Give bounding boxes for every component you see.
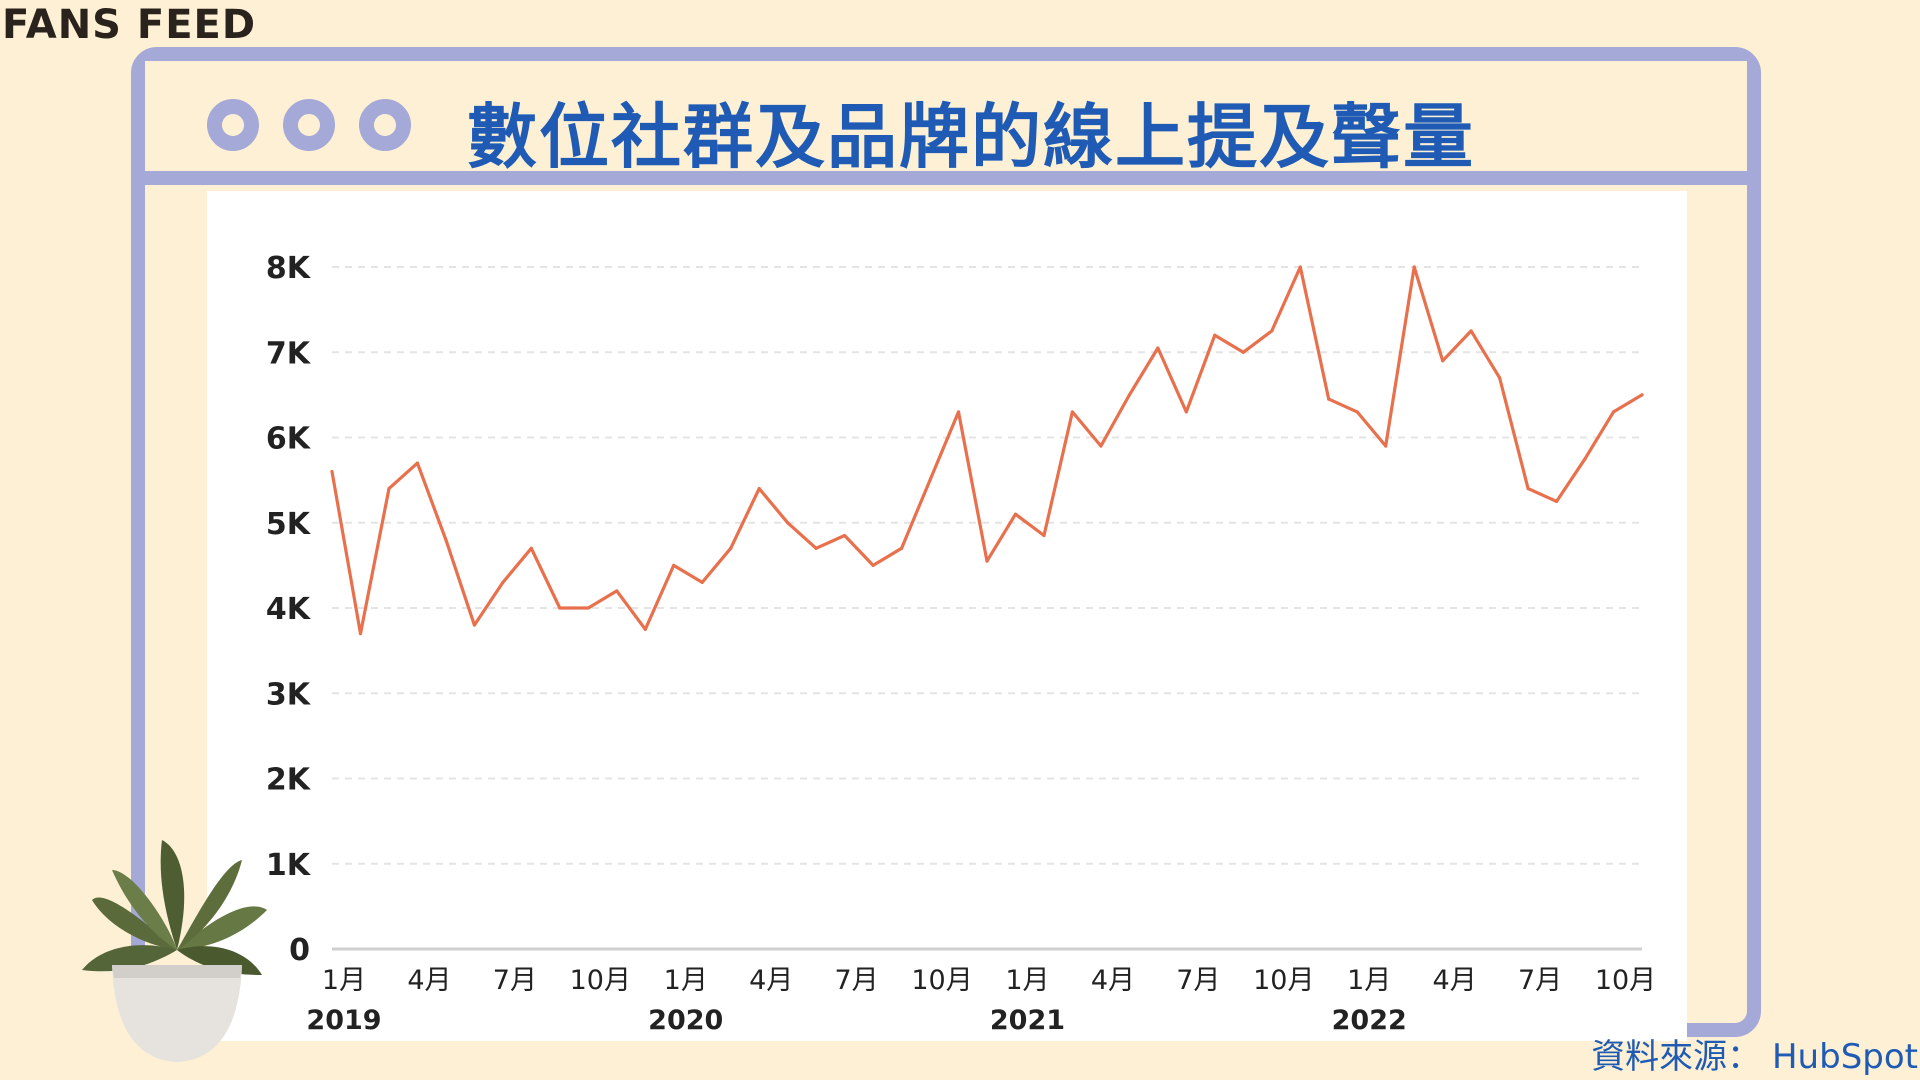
y-tick-label: 3K — [266, 677, 312, 712]
x-tick-label: 4月 — [407, 965, 451, 996]
y-tick-label: 4K — [266, 592, 312, 627]
data-point — [786, 521, 790, 525]
data-point — [472, 623, 476, 627]
y-tick-label: 2K — [266, 763, 312, 798]
data-point — [501, 580, 505, 585]
y-tick-label: 7K — [266, 336, 312, 371]
data-point — [1184, 410, 1188, 414]
x-tick-label: 1月 — [664, 965, 708, 996]
x-tick-label: 10月 — [911, 965, 972, 996]
data-point — [529, 546, 533, 550]
window-dot-icon — [359, 99, 411, 151]
data-point — [586, 606, 590, 610]
x-tick-label: 7月 — [1518, 965, 1562, 996]
x-year-label: 2019 — [306, 1005, 381, 1036]
data-point — [1412, 265, 1416, 269]
brand-logo: FANS FEED — [2, 2, 257, 48]
x-year-label: 2021 — [990, 1005, 1065, 1036]
y-tick-label: 6K — [266, 422, 312, 457]
data-point — [1127, 393, 1131, 397]
chart-panel: 0 1K 2K 3K 4K 5K 6K 7K 8K 1月 4月 7月 10月 2019 1月 4月 7月 10月 2… — [207, 191, 1687, 1041]
data-point — [1498, 376, 1502, 380]
data-point — [700, 580, 704, 585]
data-point — [1327, 397, 1331, 401]
data-point — [871, 563, 875, 567]
x-tick-label: 10月 — [1253, 965, 1314, 996]
data-point — [615, 589, 619, 593]
data-point — [956, 410, 961, 414]
x-year-label: 2020 — [648, 1005, 723, 1036]
data-point — [387, 487, 391, 491]
x-tick-label: 1月 — [322, 965, 366, 996]
data-point — [1156, 346, 1160, 350]
data-point — [814, 546, 818, 550]
window-dot-icon — [207, 99, 259, 151]
y-tick-label: 5K — [266, 507, 312, 542]
data-point — [1554, 499, 1559, 504]
window-dots — [207, 99, 411, 151]
data-point — [729, 546, 733, 550]
data-point — [1099, 444, 1103, 448]
data-point — [1640, 393, 1644, 397]
data-point — [757, 487, 761, 491]
data-point — [330, 470, 334, 474]
plant-pot-icon — [82, 840, 267, 1062]
data-point — [358, 631, 363, 636]
y-tick-label: 0 — [289, 933, 310, 968]
x-tick-label: 4月 — [1433, 965, 1477, 996]
x-tick-label: 1月 — [1005, 965, 1049, 996]
data-point — [444, 538, 448, 542]
window-dot-icon — [283, 99, 335, 151]
y-tick-label: 1K — [266, 848, 312, 883]
x-tick-label: 4月 — [749, 965, 793, 996]
data-point — [1213, 333, 1217, 337]
x-tick-label: 7月 — [1176, 965, 1220, 996]
data-point — [899, 546, 904, 550]
data-point — [1441, 359, 1445, 363]
x-tick-label: 10月 — [570, 965, 631, 996]
data-point — [1042, 533, 1046, 538]
data-point — [1526, 487, 1530, 491]
data-point — [843, 533, 847, 538]
data-point — [928, 478, 932, 482]
data-point — [1270, 329, 1274, 333]
data-point — [1070, 410, 1075, 414]
window-frame: 數位社群及品牌的線上提及聲量 0 1K 2K 3K 4K 5K 6K 7K 8K 1月 4月 7月 10… — [131, 47, 1761, 1041]
page-title: 數位社群及品牌的線上提及聲量 — [467, 96, 1475, 178]
data-point — [1241, 350, 1245, 354]
x-tick-label: 10月 — [1595, 965, 1656, 996]
data-point — [672, 563, 676, 567]
data-point — [558, 606, 562, 610]
x-tick-label: 7月 — [493, 965, 537, 996]
x-tick-label: 4月 — [1091, 965, 1135, 996]
x-year-label: 2022 — [1332, 1005, 1407, 1036]
title-bar: 數位社群及品牌的線上提及聲量 — [145, 61, 1747, 185]
source-note: 資料來源： HubSpot — [1591, 1037, 1918, 1077]
data-point — [1355, 410, 1359, 414]
data-point — [1583, 457, 1587, 461]
x-tick-label: 7月 — [835, 965, 879, 996]
y-tick-label: 8K — [266, 251, 312, 286]
x-tick-label: 1月 — [1347, 965, 1391, 996]
series-line — [330, 265, 1644, 636]
line-chart: 0 1K 2K 3K 4K 5K 6K 7K 8K 1月 4月 7月 10月 2019 1月 4月 7月 10月 2… — [266, 251, 1656, 1036]
data-point — [1384, 444, 1388, 448]
data-point — [643, 627, 647, 631]
data-point — [1013, 512, 1018, 516]
data-point — [1298, 265, 1302, 269]
data-point — [1469, 329, 1473, 333]
data-point — [985, 559, 989, 563]
data-point — [415, 461, 420, 465]
data-point — [1611, 410, 1616, 414]
